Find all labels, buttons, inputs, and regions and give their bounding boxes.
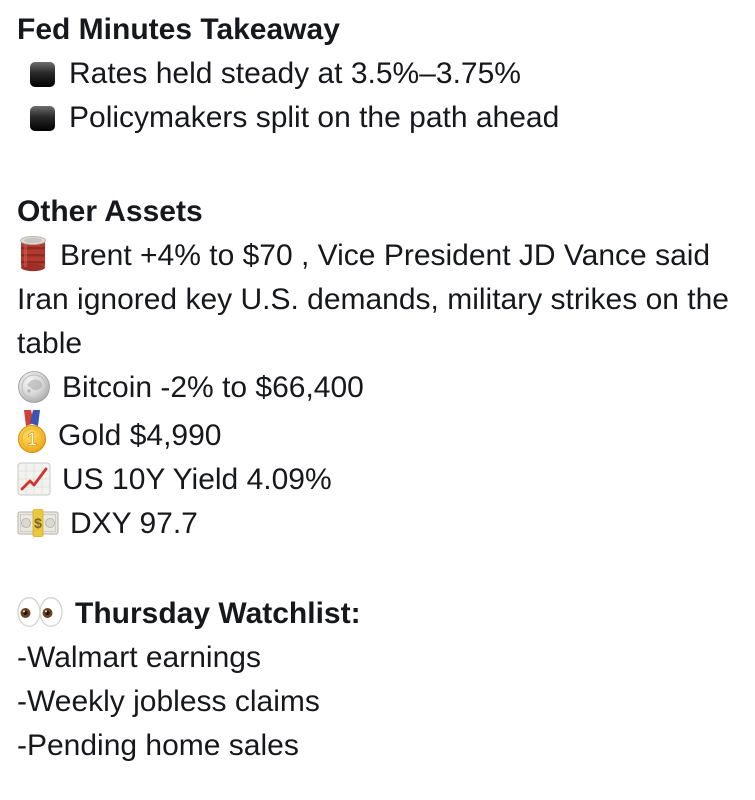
list-item: -Pending home sales — [17, 729, 299, 762]
section-heading-fed-minutes: Fed Minutes Takeaway — [17, 13, 340, 46]
dollar-banknote-icon: $ — [17, 509, 59, 537]
section-fed-minutes: Fed Minutes Takeaway Rates held steady a… — [17, 8, 738, 140]
list-item: Bitcoin -2% to $66,400 — [17, 366, 738, 410]
list-item: -Weekly jobless claims — [17, 685, 320, 718]
coin-icon — [17, 370, 51, 404]
list-item: US 10Y Yield 4.09% — [17, 458, 738, 502]
section-other-assets: Other Assets Brent +4% to $70 , Vice Pre… — [17, 190, 738, 546]
asset-text: Bitcoin -2% to $66,400 — [62, 371, 364, 404]
asset-text: Brent +4% to $70 , Vice President JD Van… — [17, 239, 729, 360]
list-item: 1 Gold $4,990 — [17, 410, 738, 458]
black-square-icon — [30, 62, 55, 87]
gold-medal-icon: 1 — [17, 410, 47, 454]
asset-text: US 10Y Yield 4.09% — [62, 463, 332, 496]
svg-text:$: $ — [34, 515, 42, 531]
list-item: Brent +4% to $70 , Vice President JD Van… — [17, 234, 738, 366]
list-item: Rates held steady at 3.5%–3.75% — [17, 52, 738, 96]
watchlist-heading-text: Thursday Watchlist: — [75, 597, 361, 630]
svg-text:1: 1 — [27, 430, 37, 450]
list-item: Policymakers split on the path ahead — [17, 96, 738, 140]
bullet-text: Rates held steady at 3.5%–3.75% — [69, 57, 521, 90]
list-item: $ DXY 97.7 — [17, 502, 738, 546]
section-heading-watchlist: Thursday Watchlist: — [17, 592, 738, 636]
black-square-icon — [30, 106, 55, 131]
asset-text: DXY 97.7 — [70, 507, 198, 540]
list-item: -Walmart earnings — [17, 641, 261, 674]
asset-text: Gold $4,990 — [58, 419, 222, 452]
section-heading-other-assets: Other Assets — [17, 195, 203, 228]
eyes-icon — [17, 597, 63, 627]
section-watchlist: Thursday Watchlist: -Walmart earnings -W… — [17, 592, 738, 768]
chart-increasing-icon — [17, 462, 51, 496]
bullet-text: Policymakers split on the path ahead — [69, 101, 560, 134]
oil-drum-icon — [17, 234, 49, 272]
